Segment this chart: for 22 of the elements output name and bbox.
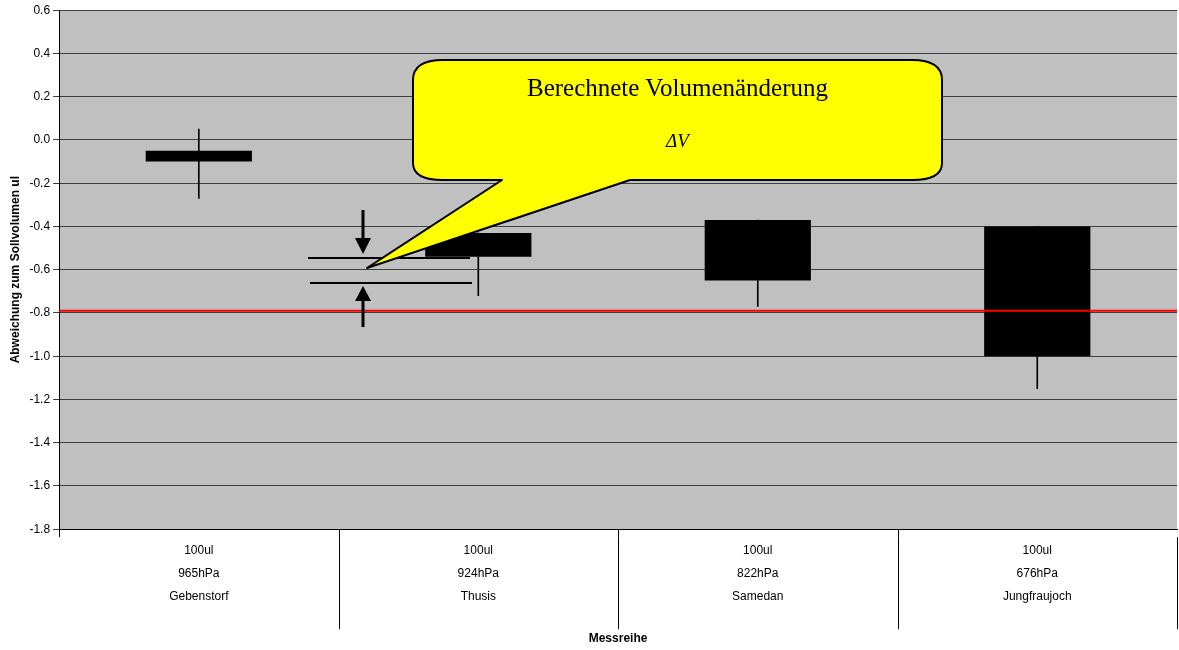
annotation: ΔV — [664, 130, 692, 152]
candlestick — [145, 128, 252, 199]
y-tick-label: -0.6 — [29, 262, 51, 277]
y-tick-label: -1.2 — [29, 391, 51, 406]
x-tick-label: 100ul 965hPa Gebenstorf — [169, 542, 230, 603]
x-tick-label: 100ul 822hPa Samedan — [732, 542, 784, 603]
annotation: Berechnete Volumenänderung — [525, 74, 830, 102]
y-tick-label: -1.0 — [29, 348, 51, 363]
y-tick-label: 0.0 — [33, 132, 51, 147]
y-tick-label: -0.8 — [29, 305, 51, 320]
x-tick-label: 100ul 676hPa Jungfraujoch — [1002, 542, 1072, 603]
y-tick-label: -1.4 — [29, 435, 51, 450]
x-tick-label: 100ul 924hPa Thusis — [457, 542, 500, 603]
y-tick-label: -0.2 — [29, 175, 51, 190]
y-tick-label: -1.6 — [29, 478, 51, 493]
y-tick-label: 0.2 — [33, 89, 51, 104]
y-tick-label: -1.8 — [29, 521, 51, 536]
y-tick-label: 0.6 — [33, 2, 51, 17]
y-tick-label: -0.4 — [29, 218, 51, 233]
y-axis-title: Abweichung zum Sollvolumen ul — [7, 176, 22, 364]
x-axis-title: Messreihe — [588, 631, 648, 646]
y-tick-label: 0.4 — [33, 45, 51, 60]
